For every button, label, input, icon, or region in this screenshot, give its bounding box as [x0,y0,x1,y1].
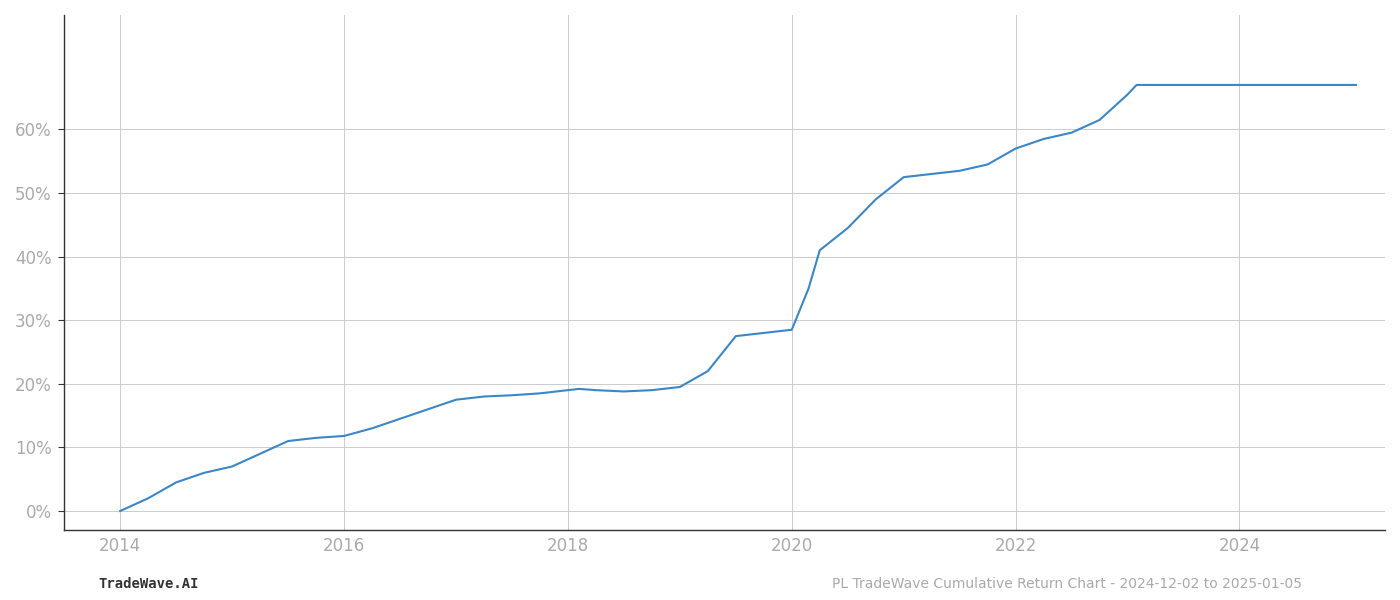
Text: PL TradeWave Cumulative Return Chart - 2024-12-02 to 2025-01-05: PL TradeWave Cumulative Return Chart - 2… [832,577,1302,591]
Text: TradeWave.AI: TradeWave.AI [98,577,199,591]
